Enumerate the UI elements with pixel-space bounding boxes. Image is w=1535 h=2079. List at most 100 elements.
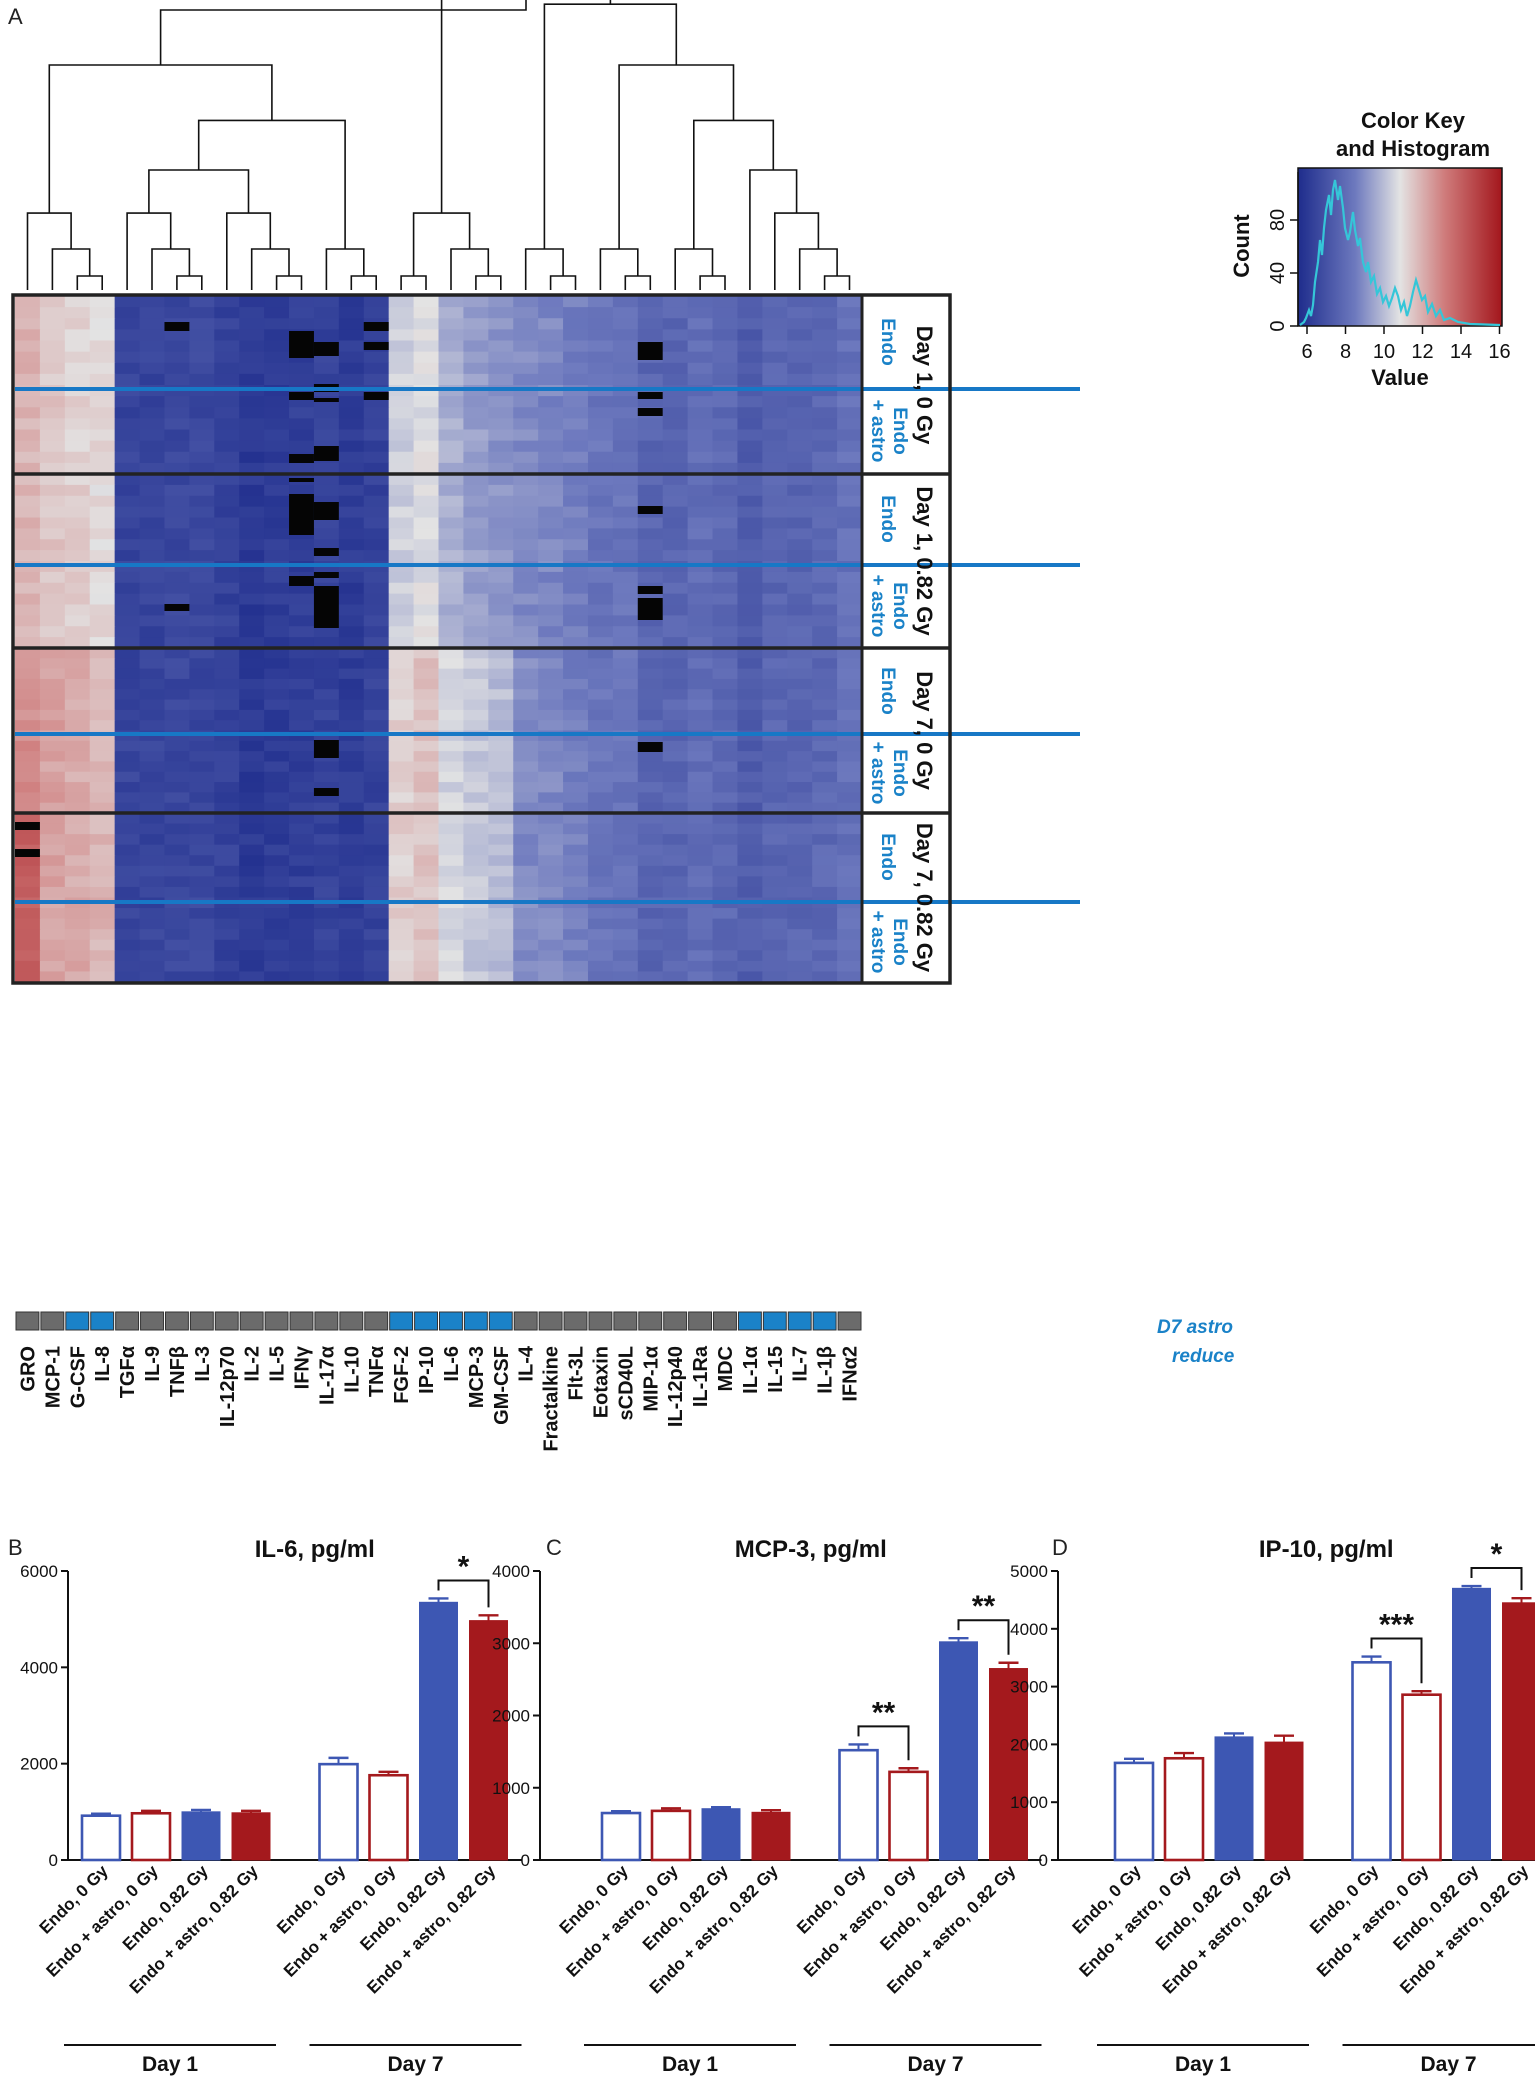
heatmap-cell xyxy=(289,792,315,804)
strip-cell xyxy=(289,1311,314,1331)
heatmap-cell xyxy=(388,582,415,595)
heatmap-cell xyxy=(687,539,714,551)
heatmap-cell xyxy=(64,720,91,732)
heatmap-cell xyxy=(662,528,689,540)
heatmap-cell xyxy=(563,396,589,408)
heatmap-cell xyxy=(513,668,539,680)
heatmap-cell xyxy=(388,761,415,773)
heatmap-cell xyxy=(712,340,739,353)
y-tick-label: 1000 xyxy=(492,1779,530,1798)
heatmap-cell xyxy=(837,474,863,486)
bar-chart-title: IP-10, pg/ml xyxy=(1259,1536,1394,1563)
heatmap-cell xyxy=(737,908,763,920)
heatmap-cell xyxy=(239,960,265,973)
heatmap-cell xyxy=(388,451,415,464)
heatmap-cell xyxy=(413,528,440,540)
heatmap-cell xyxy=(89,771,116,783)
heatmap-cell xyxy=(239,517,265,529)
heatmap-cell xyxy=(239,751,265,763)
heatmap-cell xyxy=(64,637,91,649)
heatmap-cell xyxy=(463,740,489,752)
heatmap-cell xyxy=(313,429,340,442)
heatmap-cell xyxy=(264,950,290,962)
heatmap-cell xyxy=(538,886,564,899)
heatmap-cell xyxy=(662,550,689,562)
heatmap-cell xyxy=(64,550,91,562)
heatmap-cell xyxy=(737,517,763,529)
heatmap-cell xyxy=(662,474,689,486)
heatmap-cell xyxy=(637,637,664,649)
heatmap-cell xyxy=(837,771,863,783)
heatmap-cell xyxy=(687,792,714,804)
heatmap-cell xyxy=(438,495,465,508)
heatmap-cell xyxy=(637,668,664,680)
heatmap-cell xyxy=(438,960,465,973)
heatmap-cell xyxy=(438,506,465,519)
heatmap-cell xyxy=(538,362,564,375)
heatmap-cell xyxy=(812,876,838,888)
heatmap-cell xyxy=(15,771,41,783)
heatmap-cell xyxy=(239,440,265,453)
heatmap-cell xyxy=(762,626,788,638)
heatmap-cell xyxy=(463,637,489,649)
strip-cell xyxy=(638,1311,663,1331)
heatmap-cell xyxy=(513,648,539,659)
heatmap-cell xyxy=(39,307,66,319)
heatmap-cell xyxy=(15,751,41,763)
heatmap-cell xyxy=(812,495,838,508)
heatmap-cell xyxy=(214,855,240,867)
heatmap-cell xyxy=(488,844,514,856)
heatmap-cell xyxy=(64,960,91,973)
heatmap-cell xyxy=(313,318,340,330)
heatmap-cell xyxy=(787,668,813,680)
heatmap-cell xyxy=(239,950,265,962)
heatmap-cell xyxy=(538,517,564,529)
heatmap-cell xyxy=(114,855,141,867)
heatmap-cell xyxy=(787,440,813,453)
heatmap-cell xyxy=(812,918,838,930)
strip-legend-line2: reduce xyxy=(1172,1346,1235,1367)
heatmap-cell xyxy=(687,396,714,408)
heatmap-cell xyxy=(64,373,91,386)
heatmap-cell xyxy=(587,699,614,711)
heatmap-cell xyxy=(388,792,415,804)
heatmap-cell xyxy=(587,517,614,529)
heatmap-cell xyxy=(363,571,390,584)
heatmap-cell xyxy=(15,792,41,804)
heatmap-cell xyxy=(513,351,539,364)
heatmap-cell xyxy=(712,396,739,408)
heatmap-cell xyxy=(712,740,739,752)
heatmap-cell xyxy=(837,699,863,711)
heatmap-cell xyxy=(837,844,863,856)
heatmap-cell xyxy=(139,474,166,486)
heatmap-cell xyxy=(289,373,315,386)
heatmap-cell xyxy=(712,771,739,783)
heatmap-cell xyxy=(139,495,166,508)
heatmap-cell xyxy=(264,771,290,783)
heatmap-cell xyxy=(189,834,215,846)
heatmap-cell xyxy=(189,689,215,701)
heatmap-cell xyxy=(388,396,415,408)
heatmap-cell xyxy=(463,506,489,519)
heatmap-cell xyxy=(737,318,763,330)
significance-label: ** xyxy=(872,1696,896,1729)
dendrogram-link xyxy=(798,248,838,290)
heatmap-cell xyxy=(687,886,714,899)
heatmap-cell xyxy=(39,648,66,659)
heatmap-cell xyxy=(737,813,763,825)
heatmap-cell xyxy=(737,751,763,763)
heatmap-cell xyxy=(338,813,365,825)
heatmap-cell xyxy=(737,506,763,519)
heatmap-cell xyxy=(388,362,415,375)
heatmap-cell xyxy=(488,517,514,529)
column-label: IL-2 xyxy=(242,1346,264,1382)
heatmap-cell xyxy=(488,939,514,951)
panel-label-d: D xyxy=(1052,1535,1068,1560)
heatmap-cell xyxy=(189,844,215,856)
heatmap-cell xyxy=(239,939,265,951)
heatmap-cell xyxy=(687,699,714,711)
heatmap-cell xyxy=(264,865,290,877)
heatmap-cell xyxy=(587,960,614,973)
heatmap-cell xyxy=(363,751,390,763)
heatmap-cell xyxy=(463,396,489,408)
